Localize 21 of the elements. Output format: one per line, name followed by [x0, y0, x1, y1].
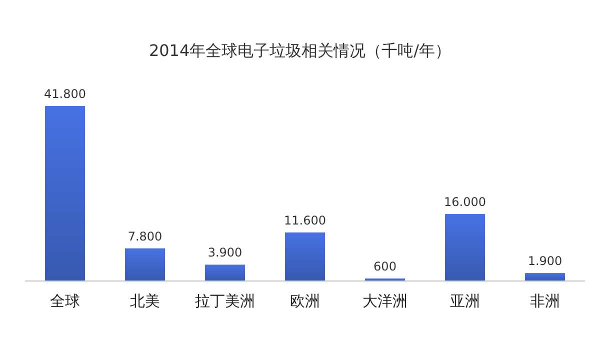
- x-tick-label: 非洲: [530, 292, 560, 310]
- bar: [125, 248, 165, 281]
- data-label: 3.900: [208, 246, 242, 260]
- data-label: 41.800: [44, 87, 86, 101]
- x-tick-label: 大洋洲: [362, 292, 408, 310]
- data-label: 7.800: [128, 229, 162, 244]
- x-tick-label: 亚洲: [450, 292, 480, 310]
- x-tick-label: 拉丁美洲: [195, 292, 255, 310]
- chart-title: 2014年全球电子垃圾相关情况（千吨/年）: [148, 41, 452, 60]
- data-label: 1.900: [528, 254, 562, 268]
- data-label: 16.000: [444, 195, 486, 210]
- bar: [445, 214, 485, 281]
- bar: [205, 264, 245, 281]
- bar: [45, 106, 85, 281]
- x-tick-label: 欧洲: [290, 292, 320, 310]
- x-tick-label: 全球: [50, 292, 80, 310]
- x-tick-label: 北美: [130, 292, 160, 310]
- bar: [525, 273, 565, 281]
- data-label: 11.600: [284, 213, 326, 228]
- data-label: 600: [374, 259, 396, 274]
- bar: [285, 232, 325, 281]
